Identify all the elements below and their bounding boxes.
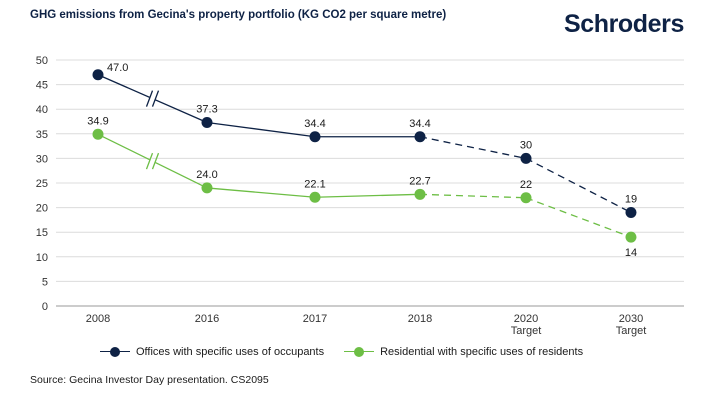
x-tick-label: 2018 <box>408 313 432 325</box>
y-tick-label: 40 <box>36 104 48 116</box>
data-label: 24.0 <box>196 169 217 181</box>
data-label: 37.3 <box>196 103 217 115</box>
data-label: 30 <box>520 139 532 151</box>
data-label: 22 <box>520 179 532 191</box>
legend-swatch-residential <box>344 347 375 357</box>
y-tick-label: 45 <box>36 80 48 92</box>
series-point <box>625 231 637 243</box>
legend-item-offices: Offices with specific uses of occupants <box>100 346 324 358</box>
x-tick-label: 2008 <box>86 313 110 325</box>
series-point <box>201 182 213 194</box>
legend-label-offices: Offices with specific uses of occupants <box>136 346 325 358</box>
data-label: 47.0 <box>107 62 128 74</box>
y-tick-label: 50 <box>36 55 48 67</box>
series-point <box>414 131 426 143</box>
x-tick-label: 2016 <box>195 313 219 325</box>
x-tick-label: 2017 <box>303 313 327 325</box>
series-point <box>201 116 213 128</box>
data-label: 22.7 <box>409 175 430 187</box>
y-tick-label: 5 <box>42 276 48 288</box>
y-tick-label: 0 <box>42 301 48 313</box>
series-point <box>92 69 104 81</box>
series-line-segment <box>419 193 527 199</box>
series-point <box>414 188 426 200</box>
series-line-segment <box>314 193 421 198</box>
data-label: 19 <box>625 194 637 206</box>
x-tick-label: Target <box>616 325 647 337</box>
series-line-segment <box>419 136 527 160</box>
series-point <box>520 192 532 204</box>
source-note: Source: Gecina Investor Day presentation… <box>30 374 269 386</box>
x-tick-label: 2020 <box>514 313 538 325</box>
legend-label-residential: Residential with specific uses of reside… <box>380 346 584 358</box>
y-tick-label: 10 <box>36 252 48 264</box>
series-line-segment <box>206 187 316 198</box>
series-point <box>520 152 532 164</box>
x-tick-label: Target <box>511 325 542 337</box>
series-line-segment <box>206 121 316 138</box>
legend-swatch-offices <box>100 347 130 357</box>
y-tick-label: 25 <box>36 178 48 190</box>
series-point <box>92 128 104 140</box>
data-label: 14 <box>625 247 637 259</box>
data-label: 34.9 <box>87 115 108 127</box>
y-tick-label: 35 <box>36 129 48 141</box>
legend-item-residential: Residential with specific uses of reside… <box>344 346 583 358</box>
chart-title: GHG emissions from Gecina's property por… <box>30 9 447 21</box>
series-point <box>309 191 321 203</box>
data-label: 22.1 <box>304 178 325 190</box>
series-point <box>309 131 321 143</box>
series-line-segment <box>525 197 632 238</box>
line-chart: 0 5 10 15 20 25 30 35 40 45 50 2008 2016 2017 2018 2020… <box>36 55 684 337</box>
chart-legend: Offices with specific uses of occupants … <box>100 345 603 359</box>
series-point <box>625 207 637 219</box>
y-tick-label: 20 <box>36 203 48 215</box>
axis-break-marker <box>145 90 160 107</box>
data-label: 34.4 <box>409 118 430 130</box>
y-tick-label: 15 <box>36 227 48 239</box>
data-label: 34.4 <box>304 118 325 130</box>
schroders-logo: Schroders <box>563 10 684 38</box>
y-tick-label: 30 <box>36 153 48 165</box>
series-line-segment <box>525 157 632 214</box>
axis-break-marker <box>145 152 160 170</box>
x-tick-label: 2030 <box>619 313 643 325</box>
